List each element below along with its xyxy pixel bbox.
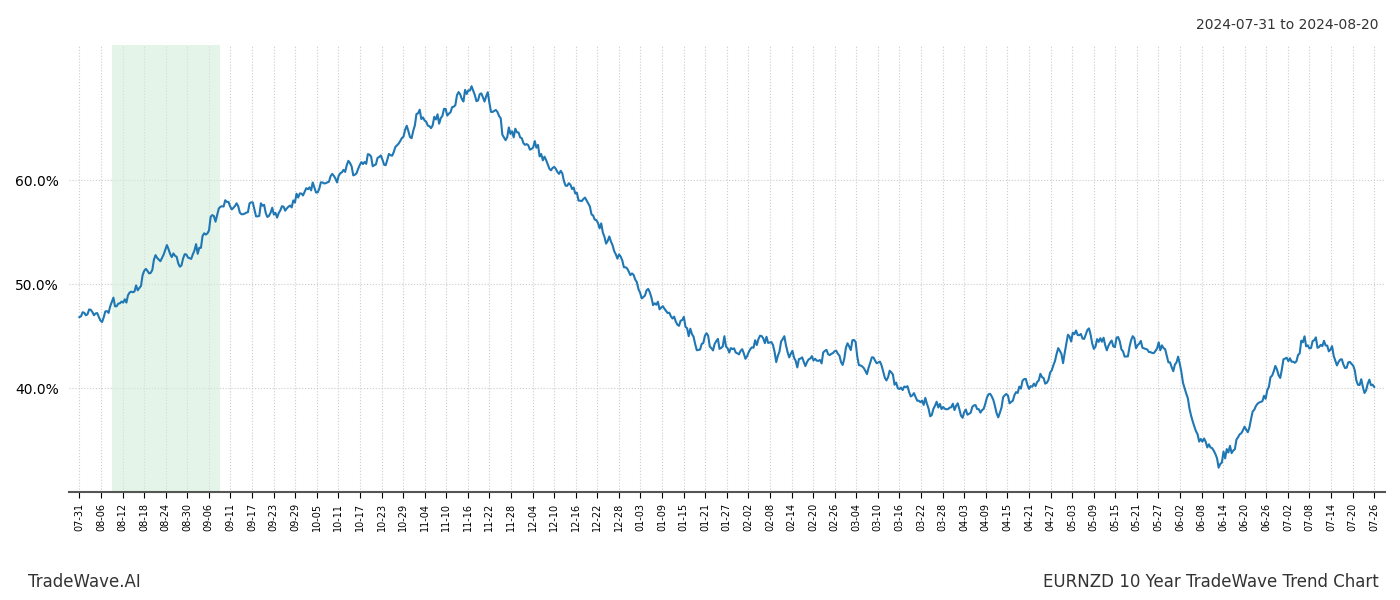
Text: EURNZD 10 Year TradeWave Trend Chart: EURNZD 10 Year TradeWave Trend Chart — [1043, 573, 1379, 591]
Bar — [112, 45, 220, 492]
Text: 2024-07-31 to 2024-08-20: 2024-07-31 to 2024-08-20 — [1197, 18, 1379, 32]
Text: TradeWave.AI: TradeWave.AI — [28, 573, 141, 591]
